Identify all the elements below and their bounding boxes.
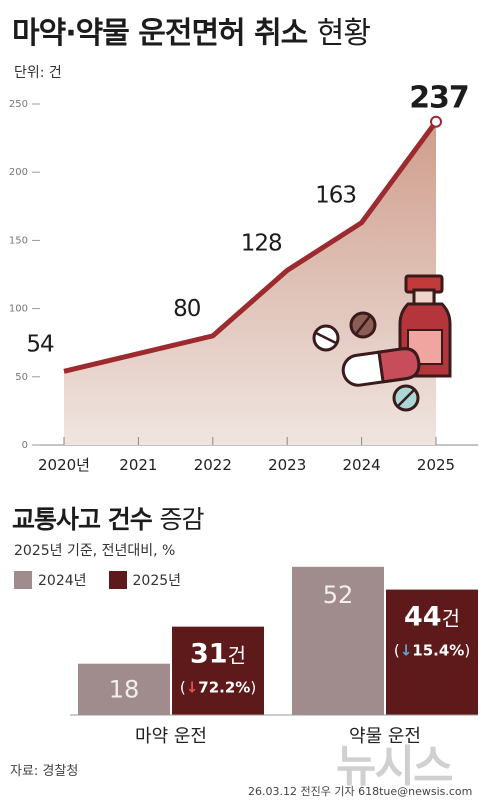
- section-note: 2025년 기준, 전년대비, %: [14, 543, 176, 559]
- legend: 2024년 2025년: [14, 570, 181, 590]
- change-label-0: (↓72.2%): [180, 679, 256, 697]
- section-title: 교통사고 건수 증감: [12, 505, 204, 534]
- x-tick-label-5: 2025: [417, 456, 455, 474]
- unit-label: 단위: 건: [14, 65, 62, 81]
- data-point-2025: [430, 115, 442, 128]
- value-label-4: 163: [315, 183, 356, 209]
- y-tick-label-250: 250: [9, 99, 28, 110]
- page-title: 마약·약물 운전면허 취소 현황: [12, 16, 371, 51]
- legend-label-2024: 2024년: [38, 573, 87, 589]
- value-label-3: 128: [241, 230, 282, 256]
- legend-swatch-2025: [108, 571, 127, 589]
- bar-label-2025-1: 44건: [404, 602, 460, 633]
- y-tick-label-200: 200: [9, 167, 28, 178]
- y-tick-label-100: 100: [9, 304, 28, 315]
- y-tick-label-150: 150: [9, 235, 28, 246]
- bar-마약 운전-2025년: [172, 626, 264, 715]
- series-line: [63, 120, 439, 374]
- source-note: 자료: 경찰청: [10, 764, 79, 779]
- bar-마약 운전-2024년: [78, 663, 170, 715]
- pill-bottle-illustration: [312, 274, 452, 412]
- x-tick-label-4: 2024: [343, 456, 381, 474]
- bar-label-2024-0: 18: [109, 676, 140, 704]
- category-label-0: 마약 운전: [135, 726, 207, 747]
- legend-swatch-2024: [14, 571, 32, 589]
- x-tick-label-1: 2021: [119, 456, 157, 474]
- legend-label-2025: 2025년: [132, 573, 182, 589]
- y-tick-label-0: 0: [22, 440, 28, 451]
- bar-label-2024-1: 52: [323, 581, 354, 609]
- bar-약물 운전-2024년: [292, 566, 384, 715]
- change-label-1: (↓15.4%): [394, 642, 470, 660]
- x-tick-label-3: 2023: [268, 456, 306, 474]
- value-label-0: 54: [26, 331, 54, 357]
- bar-chart: 18 31건 (↓72.2%) 마약 운전 52 44건 (↓15.4%) 약물 운전: [70, 566, 478, 747]
- x-tick-label-0: 2020년: [38, 456, 90, 474]
- category-label-1: 약물 운전: [349, 726, 421, 747]
- newsis-watermark: 뉴시스: [336, 741, 453, 792]
- bar-label-2025-0: 31건: [190, 639, 246, 670]
- credit-note: 26.03.12 전진우 기자 618tue@newsis.com: [248, 785, 473, 798]
- area-fill: [64, 121, 436, 446]
- bar-약물 운전-2025년: [386, 589, 478, 715]
- value-label-2: 80: [173, 296, 201, 322]
- x-tick-label-2: 2022: [194, 456, 232, 474]
- y-tick-label-50: 50: [15, 372, 28, 383]
- value-label-5: 237: [409, 81, 469, 116]
